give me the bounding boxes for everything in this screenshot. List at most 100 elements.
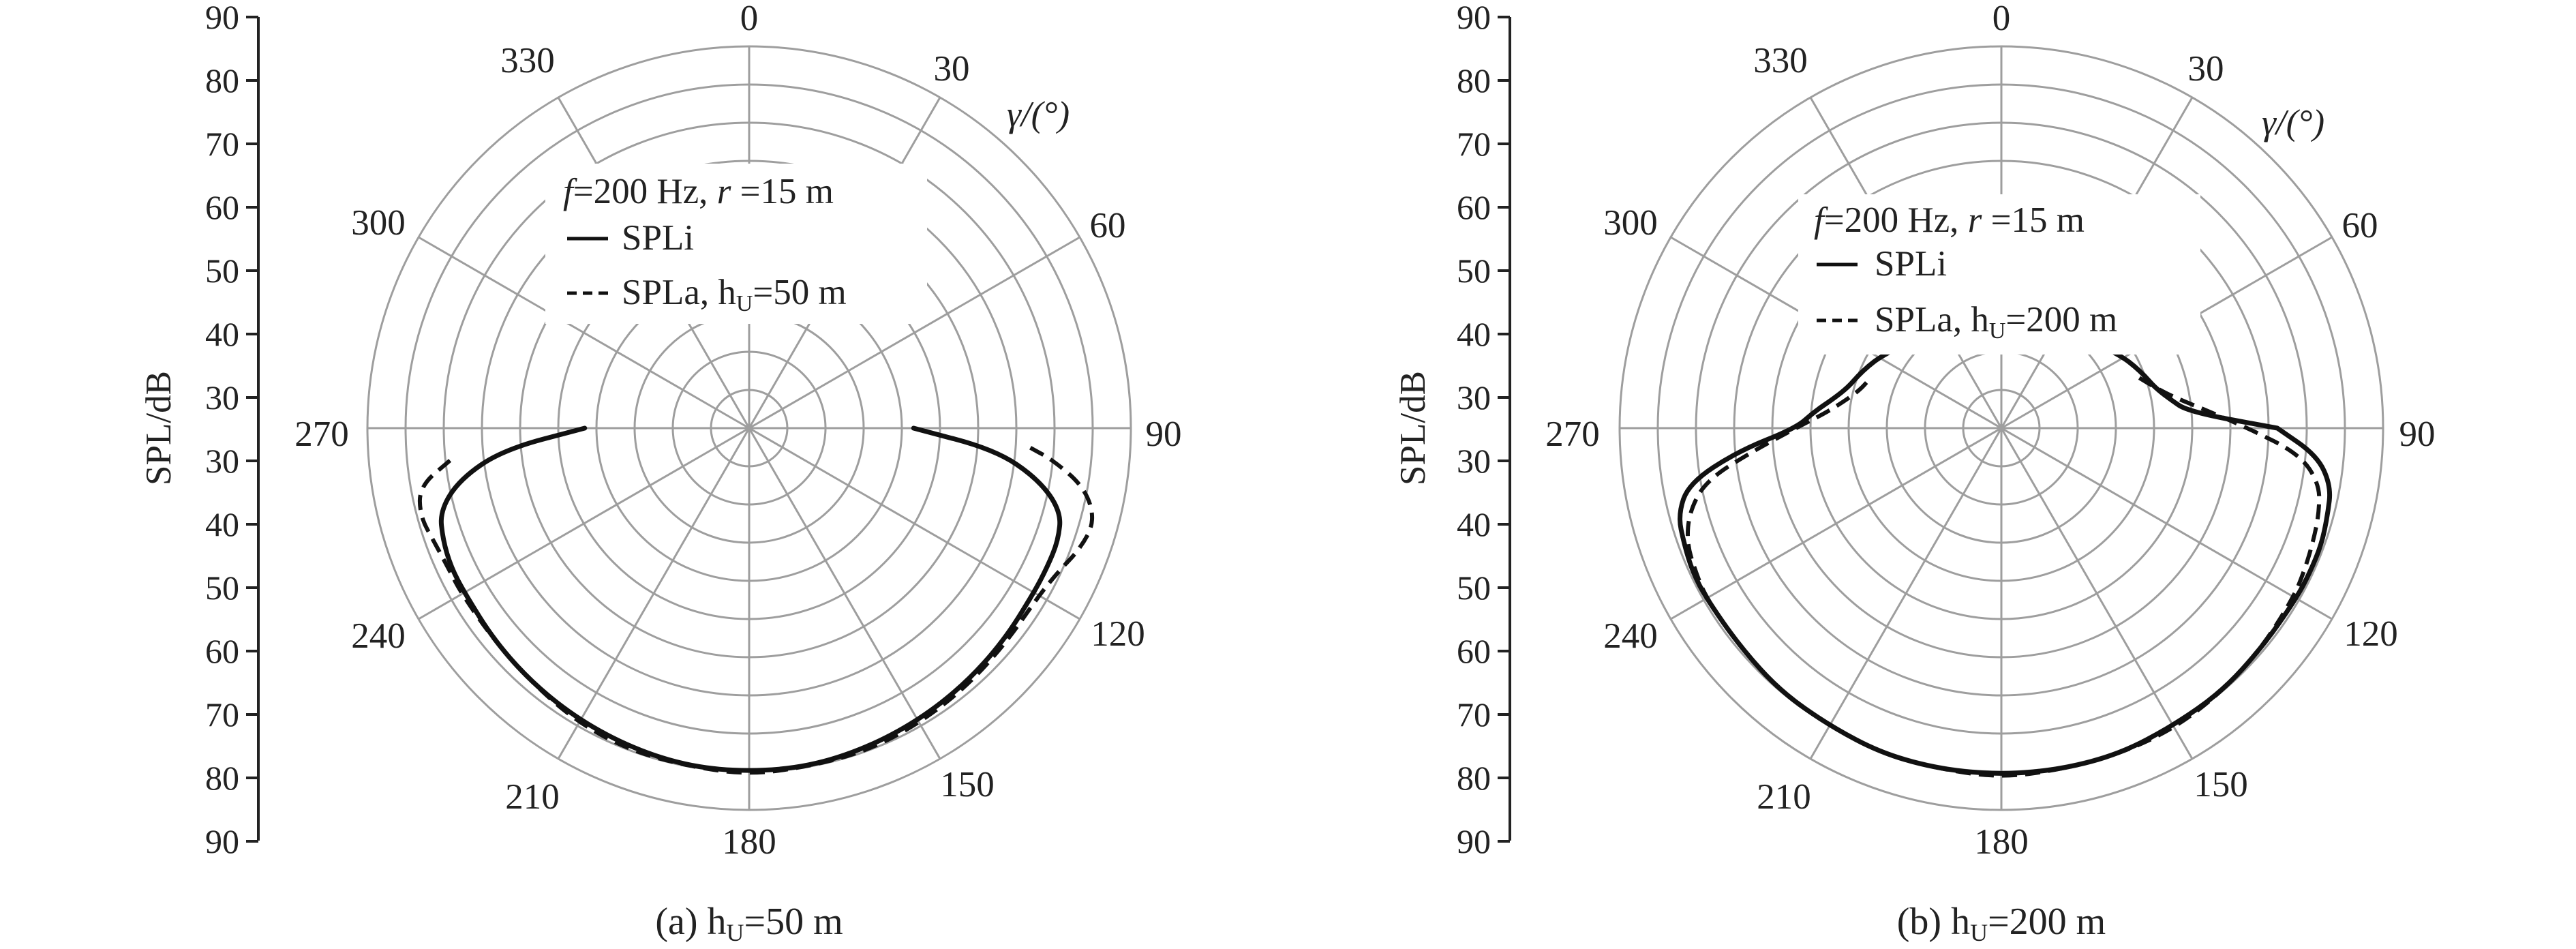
- radial-tick-label: 30: [205, 378, 239, 417]
- angle-label-150: 150: [940, 765, 995, 804]
- radial-tick-label: 40: [1457, 315, 1491, 353]
- legend-label-splI: SPLi: [622, 218, 694, 258]
- radial-tick-label: 80: [205, 61, 239, 100]
- curves: [417, 425, 1095, 775]
- radial-tick-label: 30: [1457, 378, 1491, 417]
- annotation-text: f=200 Hz, r =15 m: [1814, 200, 2085, 240]
- legend: f=200 Hz, r =15 m SPLi SPLa, hU=50 m: [545, 164, 927, 324]
- legend-label-splA-sub: U: [736, 291, 753, 316]
- angle-label-30: 30: [2188, 49, 2224, 89]
- legend-label-splA-tail: =50 m: [753, 273, 846, 312]
- series-splI-curve: [438, 425, 1063, 773]
- caption-sub: U: [727, 919, 744, 946]
- caption-tail: =50 m: [744, 901, 843, 943]
- caption-tail: =200 m: [1988, 901, 2106, 943]
- panel-caption: (b) hU=200 m: [1897, 901, 2106, 946]
- radial-tick-label: 80: [1457, 759, 1491, 797]
- angle-tick-labels: 0 30 60 90 120 150 180 210 240 270 300 3…: [294, 0, 1181, 862]
- radial-tick-label: 50: [205, 569, 239, 607]
- angle-label-90: 90: [2399, 415, 2436, 454]
- polar-spokes: [367, 46, 1131, 810]
- radial-tick-label: 80: [1457, 61, 1491, 100]
- radial-tick-label: 60: [1457, 632, 1491, 670]
- annotation-text: f=200 Hz, r =15 m: [563, 172, 834, 211]
- radial-tick-label: 90: [1457, 0, 1491, 36]
- grid-spoke: [748, 427, 1080, 620]
- y-axis-title: SPL/dB: [1393, 371, 1433, 485]
- grid-spoke: [1670, 427, 2002, 620]
- annotation-r-value: =15 m: [731, 172, 834, 211]
- angle-label-150: 150: [2194, 765, 2248, 804]
- grid-spoke: [748, 236, 1080, 430]
- radial-axis-ticks: 90 80 70 60 50 40 30 30 40 50 60 70 80 90: [205, 0, 258, 860]
- legend: f=200 Hz, r =15 m SPLi SPLa, hU=200 m: [1798, 194, 2200, 355]
- angle-label-0: 0: [1992, 0, 2011, 38]
- grid-spoke: [2000, 427, 2194, 759]
- angle-label-60: 60: [2342, 206, 2378, 245]
- angle-label-0: 0: [740, 0, 759, 38]
- radial-tick-label: 60: [205, 188, 239, 226]
- angle-label-240: 240: [1603, 616, 1658, 656]
- grid-spoke: [418, 427, 750, 620]
- legend-background: [1798, 194, 2200, 355]
- radial-tick-label: 50: [205, 252, 239, 290]
- legend-label-splA: SPLa, hU=50 m: [622, 273, 847, 316]
- annotation-r: r: [1968, 200, 1982, 240]
- annotation-r: r: [717, 172, 731, 211]
- angle-unit-label: γ/(°): [2262, 103, 2324, 142]
- angle-label-210: 210: [1757, 777, 1811, 817]
- series-splA-curve: [1685, 376, 2322, 778]
- radial-tick-label: 60: [205, 632, 239, 670]
- radial-tick-label: 40: [205, 505, 239, 543]
- legend-label-splI: SPLi: [1875, 244, 1947, 284]
- legend-label-splA-tail: =200 m: [2005, 300, 2117, 340]
- series-splA-curve: [417, 446, 1095, 775]
- angle-label-240: 240: [351, 616, 406, 656]
- legend-background: [545, 164, 927, 324]
- annotation-f-value: =200 Hz,: [1824, 200, 1968, 240]
- angle-label-300: 300: [351, 203, 406, 243]
- radial-tick-label: 40: [205, 315, 239, 353]
- angle-label-30: 30: [934, 49, 970, 89]
- grid-spoke: [557, 427, 751, 759]
- y-axis-title: SPL/dB: [139, 371, 179, 485]
- radial-tick-label: 90: [205, 822, 239, 860]
- radial-tick-label: 90: [1457, 822, 1491, 860]
- radial-tick-label: 80: [205, 759, 239, 797]
- angle-unit-label: γ/(°): [1007, 95, 1070, 134]
- radial-axis-ticks: 90 80 70 60 50 40 30 30 40 50 60 70 80 90: [1457, 0, 1510, 860]
- annotation-r-value: =15 m: [1982, 200, 2085, 240]
- angle-label-330: 330: [500, 41, 555, 80]
- caption-main: (a) h: [655, 901, 726, 943]
- radial-tick-label: 70: [1457, 125, 1491, 163]
- radial-tick-label: 30: [1457, 442, 1491, 480]
- panel-b: 90 80 70 60 50 40 30 30 40 50 60 70 80 90 SPL/dB 0 30…: [1393, 0, 2436, 946]
- angle-label-270: 270: [294, 415, 349, 454]
- radial-tick-label: 50: [1457, 252, 1491, 290]
- grid-spoke: [748, 427, 941, 759]
- legend-label-splA: SPLa, hU=200 m: [1875, 300, 2117, 344]
- panel-a: 90 80 70 60 50 40 30 30 40 50 60 70 80 90 SPL/dB 0 30…: [139, 0, 1182, 946]
- panel-caption: (a) hU=50 m: [655, 901, 843, 946]
- angle-label-120: 120: [1091, 614, 1145, 654]
- radial-tick-label: 50: [1457, 569, 1491, 607]
- radial-tick-label: 60: [1457, 188, 1491, 226]
- legend-label-splA-sub: U: [1989, 318, 2006, 344]
- caption-main: (b) h: [1897, 901, 1970, 943]
- angle-label-180: 180: [722, 822, 776, 862]
- caption-sub: U: [1970, 919, 1988, 946]
- radial-tick-label: 70: [1457, 695, 1491, 734]
- angle-label-300: 300: [1603, 203, 1658, 243]
- grid-spoke: [1809, 427, 2003, 759]
- grid-spoke: [418, 236, 750, 430]
- radial-tick-label: 70: [205, 695, 239, 734]
- angle-label-330: 330: [1753, 41, 1808, 80]
- legend-label-splA-main: SPLa, h: [1875, 300, 1989, 340]
- radial-tick-label: 70: [205, 125, 239, 163]
- annotation-f-value: =200 Hz,: [573, 172, 717, 211]
- legend-label-splA-main: SPLa, h: [622, 273, 736, 312]
- angle-tick-labels: 0 30 60 90 120 150 180 210 240 270 300 3…: [1545, 0, 2435, 862]
- grid-spoke: [2001, 427, 2333, 620]
- radial-tick-label: 40: [1457, 505, 1491, 543]
